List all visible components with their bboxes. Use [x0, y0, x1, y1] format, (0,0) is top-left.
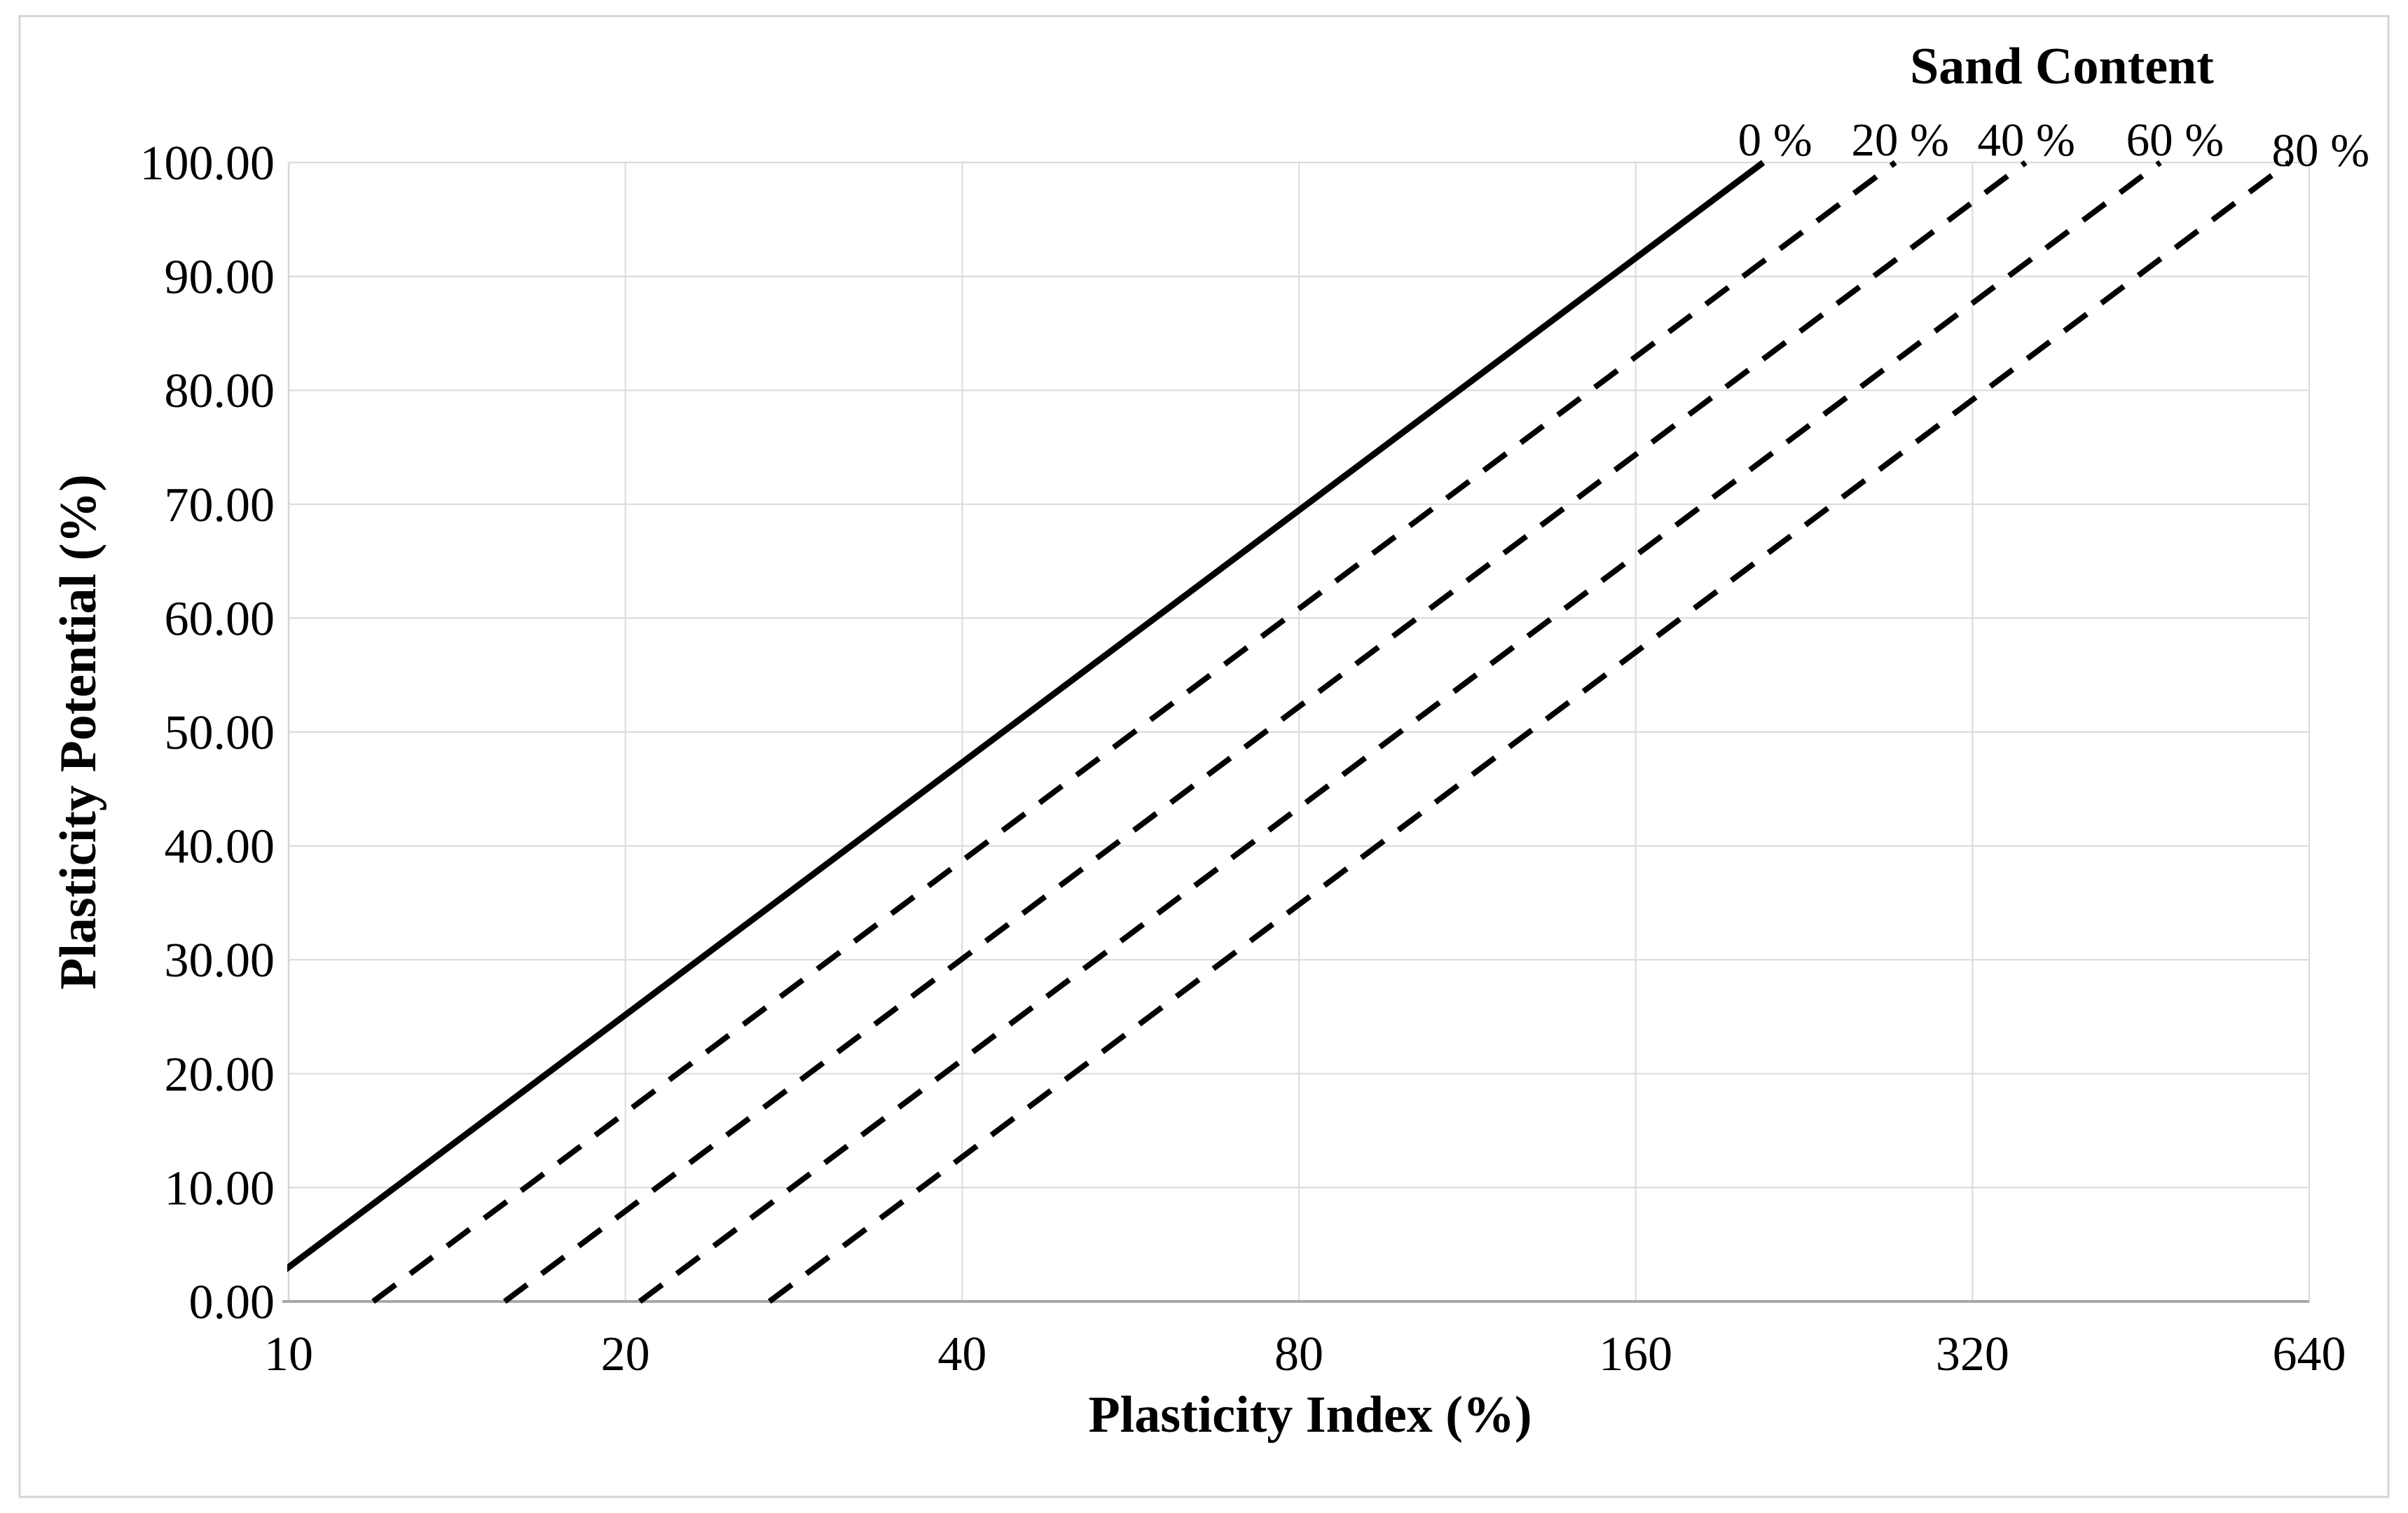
y-tick-label: 30.00	[165, 934, 275, 988]
y-tick-label: 90.00	[165, 251, 275, 305]
x-tick-label: 80	[1274, 1327, 1323, 1381]
series-line-80pct	[767, 160, 2291, 1304]
tick-labels-group: 0.00 10.00 20.00 30.00 40.00 50.00 60.00 70.00 8…	[140, 137, 2346, 1381]
series-lines-group	[287, 160, 2291, 1304]
series-label-0pct: 0 %	[1738, 114, 1812, 166]
x-tick-label: 20	[601, 1327, 650, 1381]
y-tick-label: 0.00	[189, 1276, 275, 1329]
x-tick-label: 10	[264, 1327, 313, 1381]
y-axis-title: Plasticity Potential (%)	[50, 474, 107, 990]
x-tick-label: 320	[1936, 1327, 2009, 1381]
series-label-20pct: 20 %	[1851, 114, 1949, 166]
series-label-40pct: 40 %	[1977, 114, 2075, 166]
y-tick-label: 20.00	[165, 1048, 275, 1102]
series-line-0pct	[287, 160, 1766, 1273]
series-label-80pct: 80 %	[2271, 125, 2369, 177]
series-label-60pct: 60 %	[2126, 114, 2224, 166]
series-labels-group: 0 % 20 % 40 % 60 % 80 %	[1738, 114, 2369, 177]
gridlines-group	[289, 161, 2311, 1303]
series-line-40pct	[502, 160, 2028, 1304]
series-line-60pct	[638, 160, 2162, 1304]
series-line-20pct	[371, 160, 1897, 1304]
x-tick-label: 40	[937, 1327, 986, 1381]
x-axis-title: Plasticity Index (%)	[1088, 1386, 1532, 1444]
figure-border	[18, 15, 2390, 1498]
x-tick-label: 640	[2273, 1327, 2346, 1381]
y-tick-label: 60.00	[165, 592, 275, 646]
y-tick-label: 10.00	[165, 1161, 275, 1215]
legend-title: Sand Content	[1910, 38, 2214, 95]
y-tick-label: 100.00	[140, 137, 275, 191]
axes-group	[282, 163, 2309, 1303]
y-tick-label: 40.00	[165, 820, 275, 874]
y-tick-label: 80.00	[165, 364, 275, 418]
y-tick-label: 70.00	[165, 478, 275, 532]
x-tick-label: 160	[1599, 1327, 1672, 1381]
y-tick-label: 50.00	[165, 706, 275, 760]
